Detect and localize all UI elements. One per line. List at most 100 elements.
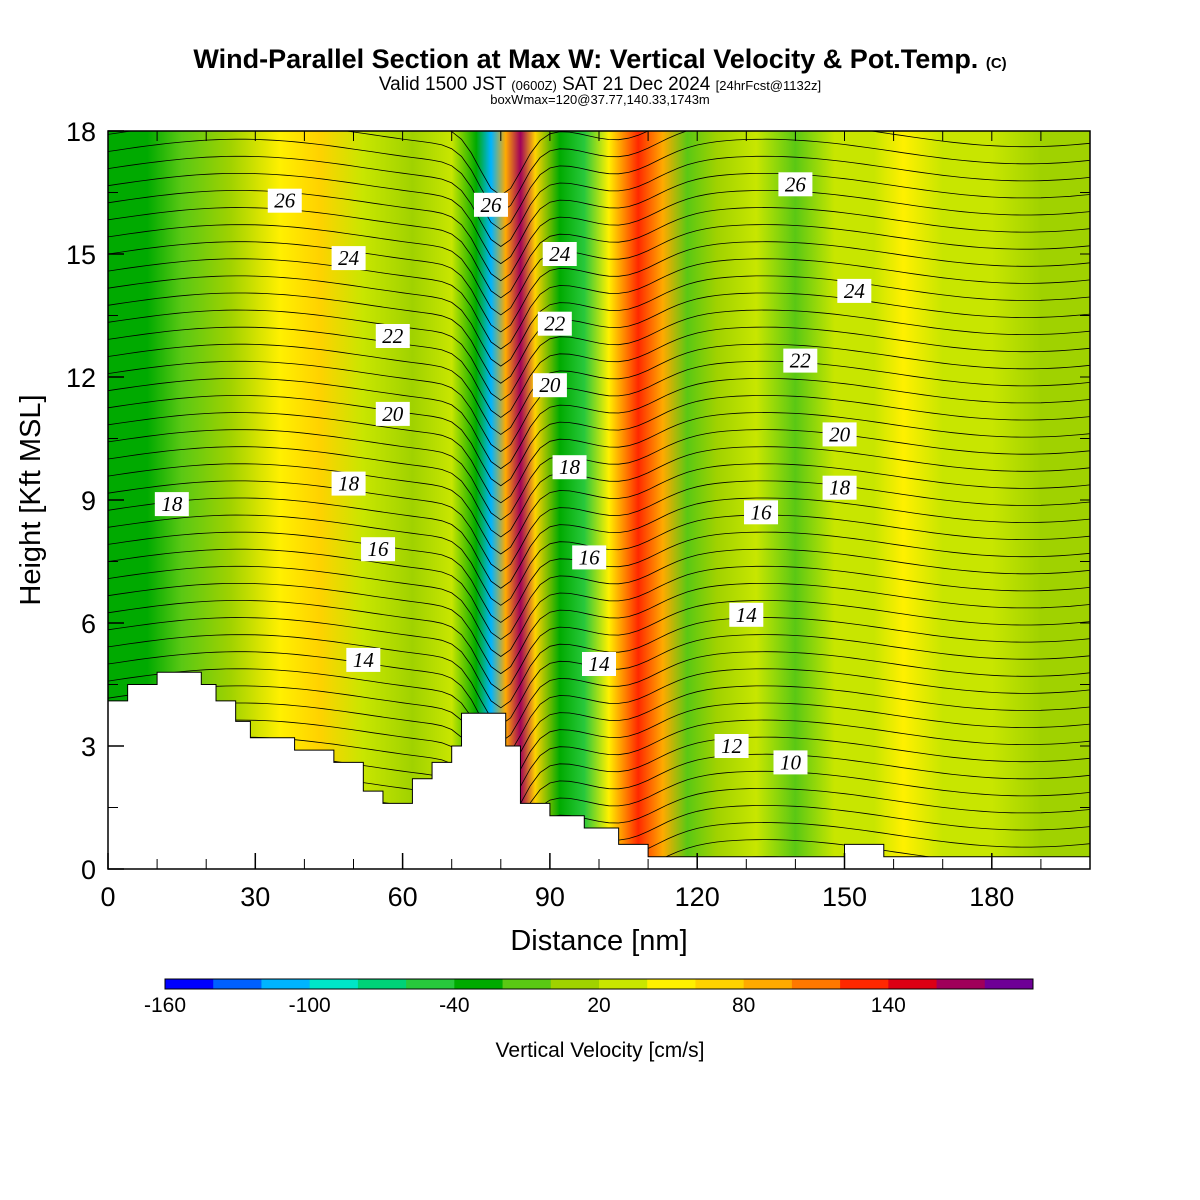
contour-label-text: 26 bbox=[480, 193, 502, 217]
contour-label-text: 16 bbox=[368, 537, 390, 561]
chart-box-info: boxWmax=120@37.77,140.33,1743m bbox=[490, 92, 710, 107]
contour-label: 22 bbox=[537, 311, 572, 336]
colorbar-swatch bbox=[165, 979, 214, 989]
colorbar-swatch bbox=[550, 979, 600, 989]
colorbar-swatch bbox=[309, 979, 359, 989]
contour-label: 22 bbox=[375, 324, 410, 348]
isentrope-line bbox=[108, 668, 1090, 760]
contour-label-text: 18 bbox=[829, 476, 851, 500]
isentrope-line bbox=[108, 565, 1090, 657]
y-tick-label: 6 bbox=[81, 609, 96, 639]
y-tick-label: 3 bbox=[81, 732, 96, 762]
contour-labels: 26 24 22 20 18 18 16 14 26 24 22 20 18 16 14 26 24 22 20 18… bbox=[154, 172, 872, 775]
x-tick-label: 30 bbox=[240, 882, 270, 912]
contour-label: 14 bbox=[582, 652, 616, 676]
x-axis: 0 30 60 90 120 150 180 bbox=[100, 131, 1091, 912]
isentrope-line bbox=[108, 702, 1090, 794]
contour-label: 18 bbox=[552, 455, 587, 480]
x-tick-label: 180 bbox=[969, 882, 1014, 912]
contour-label-text: 16 bbox=[751, 500, 773, 524]
contour-label: 24 bbox=[331, 246, 366, 271]
contour-label: 20 bbox=[822, 422, 857, 447]
contour-label: 18 bbox=[822, 475, 857, 500]
colorbar-tick-label: 80 bbox=[732, 994, 755, 1017]
contour-label-text: 24 bbox=[844, 279, 866, 303]
contour-label-text: 26 bbox=[785, 172, 807, 196]
contour-label-text: 20 bbox=[539, 373, 561, 397]
isentrope-line bbox=[108, 275, 1090, 367]
colorbar-swatch bbox=[743, 979, 793, 989]
colorbar-tick-label: 20 bbox=[587, 994, 610, 1017]
isentrope-line bbox=[108, 617, 1090, 709]
colorbar-tick-label: -100 bbox=[289, 994, 331, 1017]
colorbar-swatch bbox=[357, 979, 407, 989]
isentrope-line bbox=[108, 463, 1090, 555]
contour-label-text: 22 bbox=[790, 349, 812, 373]
contour-label: 26 bbox=[473, 192, 508, 217]
x-tick-label: 90 bbox=[535, 882, 565, 912]
isentrope-line bbox=[108, 446, 1090, 538]
isentrope-line bbox=[108, 241, 1090, 333]
contour-label: 16 bbox=[361, 537, 396, 562]
contour-label-text: 24 bbox=[549, 242, 571, 266]
contour-label-text: 18 bbox=[161, 492, 183, 516]
contour-label: 20 bbox=[375, 401, 410, 426]
contour-label: 26 bbox=[778, 172, 813, 197]
contour-label-text: 18 bbox=[559, 455, 581, 479]
colorbar-label: Vertical Velocity [cm/s] bbox=[496, 1039, 705, 1062]
isentrope-line bbox=[108, 378, 1090, 470]
isentrope-line bbox=[108, 395, 1090, 487]
colorbar-swatch bbox=[502, 979, 552, 989]
x-tick-label: 0 bbox=[100, 882, 115, 912]
isentrope-line bbox=[108, 548, 1090, 640]
isentrope-line bbox=[108, 600, 1090, 692]
contour-label-text: 16 bbox=[579, 545, 601, 569]
colorbar-swatch bbox=[261, 979, 311, 989]
isentrope-line bbox=[108, 685, 1090, 777]
colorbar-swatch bbox=[840, 979, 889, 989]
colorbar-swatch bbox=[647, 979, 696, 989]
isentrope-line bbox=[108, 651, 1090, 743]
y-tick-label: 9 bbox=[81, 486, 96, 516]
terrain-mask bbox=[108, 671, 1090, 869]
colorbar-swatch bbox=[599, 979, 648, 989]
colorbar-swatch bbox=[888, 979, 938, 989]
contour-label: 10 bbox=[773, 750, 808, 775]
contour-label-text: 22 bbox=[544, 312, 566, 336]
contour-label-text: 14 bbox=[736, 603, 758, 627]
isentrope-line bbox=[108, 258, 1090, 350]
contour-label-text: 14 bbox=[589, 652, 611, 676]
isentrope-line bbox=[108, 326, 1090, 418]
x-tick-label: 120 bbox=[675, 882, 720, 912]
contour-label: 18 bbox=[331, 471, 366, 496]
colorbar-swatch bbox=[936, 979, 986, 989]
y-tick-label: 15 bbox=[66, 240, 96, 270]
contour-label: 24 bbox=[542, 242, 577, 266]
isentrope-line bbox=[108, 292, 1090, 384]
y-axis: 0 3 6 9 12 15 18 bbox=[66, 117, 1090, 885]
colorbar-swatch bbox=[791, 979, 841, 989]
y-tick-label: 18 bbox=[66, 117, 96, 147]
contour-label-text: 20 bbox=[382, 402, 404, 426]
isentrope-line bbox=[108, 719, 1090, 811]
colorbar: -160 -100 -40 20 80 140 bbox=[144, 978, 1034, 1017]
contour-label-text: 24 bbox=[338, 246, 360, 270]
contour-label: 18 bbox=[154, 492, 189, 517]
contour-label: 20 bbox=[532, 373, 567, 398]
copyright-mark: (C) bbox=[985, 55, 1007, 72]
chart-title: Wind-Parallel Section at Max W: Vertical… bbox=[193, 44, 1007, 74]
y-tick-label: 12 bbox=[66, 363, 96, 393]
contour-label-text: 14 bbox=[353, 648, 375, 672]
colorbar-swatch bbox=[406, 979, 455, 989]
contour-label-text: 18 bbox=[338, 472, 360, 496]
x-tick-label: 60 bbox=[388, 882, 418, 912]
contour-label: 16 bbox=[572, 545, 607, 570]
contour-label-text: 20 bbox=[829, 422, 851, 446]
contour-label: 26 bbox=[267, 188, 302, 213]
y-axis-label: Height [Kft MSL] bbox=[15, 394, 47, 605]
contour-label: 16 bbox=[744, 500, 779, 525]
isentrope-line bbox=[108, 429, 1090, 521]
colorbar-tick-label: -160 bbox=[144, 994, 186, 1017]
contour-label: 14 bbox=[346, 647, 381, 672]
